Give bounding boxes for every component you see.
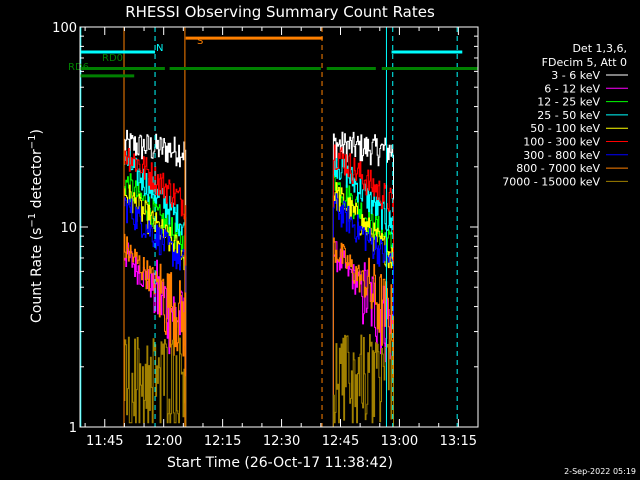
legend-label: 12 - 25 keV bbox=[537, 96, 600, 109]
legend-label: 6 - 12 keV bbox=[544, 82, 600, 95]
y-tick-label: 1 bbox=[69, 421, 77, 436]
x-tick-label: 12:00 bbox=[145, 434, 182, 449]
y-axis-label-mid: detector bbox=[29, 149, 45, 213]
legend-label: 7000 - 15000 keV bbox=[502, 175, 600, 188]
legend-label: 300 - 800 keV bbox=[523, 149, 600, 162]
x-tick-label: 13:00 bbox=[381, 434, 418, 449]
series-trace-3-0 bbox=[123, 150, 187, 427]
x-tick-label: 12:45 bbox=[322, 434, 359, 449]
legend-header-line-2: FDecim 5, Att 0 bbox=[542, 56, 627, 69]
series-trace-4-1 bbox=[332, 182, 394, 427]
legend-label: 3 - 6 keV bbox=[551, 69, 600, 82]
legend-label: 800 - 7000 keV bbox=[516, 162, 600, 175]
flag-label-s: S bbox=[197, 36, 203, 47]
x-tick-label: 12:30 bbox=[263, 434, 300, 449]
y-tick-label: 100 bbox=[52, 21, 77, 36]
flag-label-n: N bbox=[156, 43, 163, 54]
legend-label: 100 - 300 keV bbox=[523, 136, 600, 149]
y-axis-label-sup1: −1 bbox=[27, 213, 38, 228]
plot-area: N RD0 RD6 S bbox=[68, 27, 478, 427]
y-axis-label-main: Count Rate (s bbox=[29, 228, 45, 323]
series-trace-6-1 bbox=[332, 193, 394, 427]
legend-label: 50 - 100 keV bbox=[530, 122, 600, 135]
series-trace-7-1 bbox=[332, 237, 394, 427]
series-trace-1-1 bbox=[332, 241, 394, 427]
series-trace-5-1 bbox=[332, 144, 394, 427]
y-tick-label: 10 bbox=[60, 221, 77, 236]
timestamp: 2-Sep-2022 05:19 bbox=[564, 467, 636, 476]
flag-label-rd0: RD0 bbox=[102, 53, 123, 64]
x-tick-label: 12:15 bbox=[204, 434, 241, 449]
x-tick-label: 13:15 bbox=[440, 434, 477, 449]
series-trace-1-0 bbox=[123, 242, 187, 427]
x-tick-label: 11:45 bbox=[86, 434, 123, 449]
axes: 1 10 100 11:45 12:00 12:15 12:30 12:45 13:00 13:1… bbox=[52, 21, 479, 449]
y-axis-label: Count Rate (s−1 detector−1) bbox=[27, 129, 45, 323]
legend-header-line-1: Det 1,3,6, bbox=[572, 42, 627, 55]
x-axis-label: Start Time (26-Oct-17 11:38:42) bbox=[167, 455, 393, 471]
y-axis-label-sup2: −1 bbox=[27, 135, 38, 150]
flag-label-rd6: RD6 bbox=[68, 62, 89, 73]
series-trace-8-1 bbox=[332, 334, 394, 427]
chart-title: RHESSI Observing Summary Count Rates bbox=[125, 3, 435, 21]
legend-label: 25 - 50 keV bbox=[537, 109, 600, 122]
y-axis-label-end: ) bbox=[29, 129, 45, 134]
series-trace-4-0 bbox=[123, 184, 187, 427]
